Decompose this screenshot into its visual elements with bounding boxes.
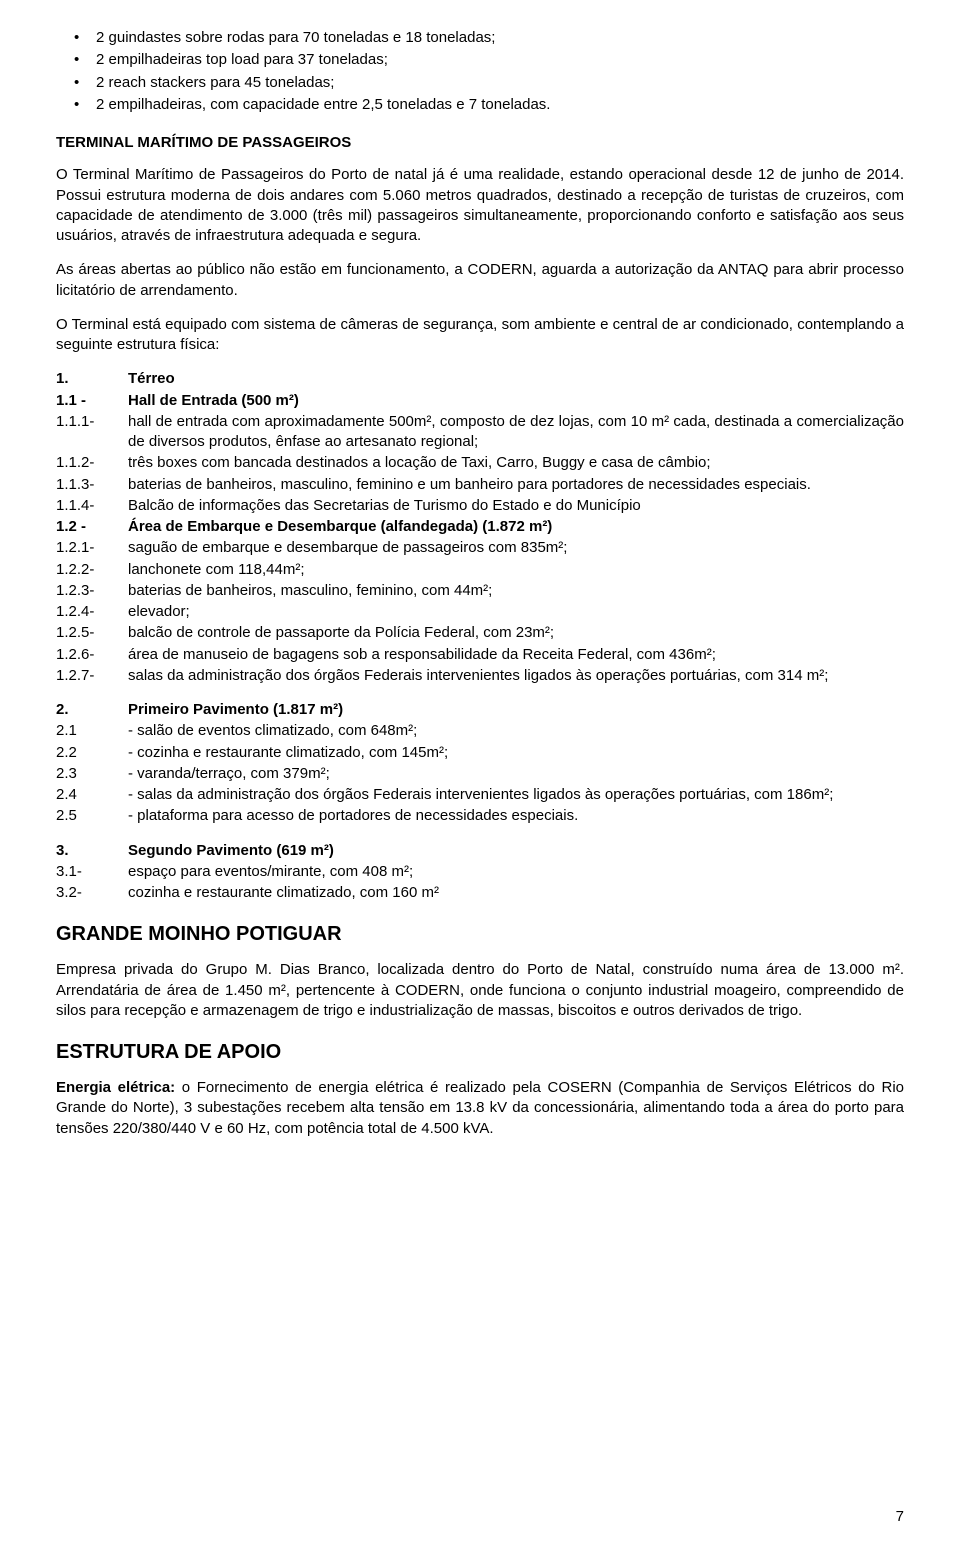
- line-text: três boxes com bancada destinados a loca…: [128, 453, 904, 473]
- line-text: espaço para eventos/mirante, com 408 m²;: [128, 862, 904, 882]
- line-number: 1.2.4-: [56, 602, 128, 622]
- line-number: 1.1.2-: [56, 453, 128, 473]
- numbered-line: 1.2.1-saguão de embarque e desembarque d…: [56, 538, 904, 558]
- line-number: 1.1.3-: [56, 475, 128, 495]
- paragraph: O Terminal Marítimo de Passageiros do Po…: [56, 165, 904, 246]
- line-number: 3.1-: [56, 862, 128, 882]
- line-number: 1.: [56, 369, 128, 389]
- line-text: Segundo Pavimento (619 m²): [128, 841, 904, 861]
- bullet-item: 2 empilhadeiras top load para 37 tonelad…: [56, 50, 904, 70]
- numbered-line: 1.2.5-balcão de controle de passaporte d…: [56, 623, 904, 643]
- page-number: 7: [896, 1507, 904, 1527]
- line-text: Hall de Entrada (500 m²): [128, 391, 904, 411]
- line-number: 3.2-: [56, 883, 128, 903]
- bullet-item: 2 guindastes sobre rodas para 70 tonelad…: [56, 28, 904, 48]
- line-text: elevador;: [128, 602, 904, 622]
- line-number: 1.1 -: [56, 391, 128, 411]
- paragraph-energia: Energia elétrica: o Fornecimento de ener…: [56, 1078, 904, 1139]
- numbered-line: 1.2.2-lanchonete com 118,44m²;: [56, 560, 904, 580]
- energia-text: o Fornecimento de energia elétrica é rea…: [56, 1079, 904, 1137]
- line-text: baterias de banheiros, masculino, femini…: [128, 475, 904, 495]
- section-2-primeiro: 2.Primeiro Pavimento (1.817 m²)2.1- salã…: [56, 700, 904, 827]
- line-number: 2.5: [56, 806, 128, 826]
- paragraph: Empresa privada do Grupo M. Dias Branco,…: [56, 960, 904, 1021]
- line-number: 1.2.1-: [56, 538, 128, 558]
- energia-label: Energia elétrica:: [56, 1079, 175, 1096]
- line-number: 1.2.2-: [56, 560, 128, 580]
- line-number: 1.1.1-: [56, 412, 128, 453]
- numbered-line: 1.1.4-Balcão de informações das Secretar…: [56, 496, 904, 516]
- line-text: cozinha e restaurante climatizado, com 1…: [128, 883, 904, 903]
- numbered-line: 1.1.2-três boxes com bancada destinados …: [56, 453, 904, 473]
- line-number: 2.4: [56, 785, 128, 805]
- numbered-line: 3.2-cozinha e restaurante climatizado, c…: [56, 883, 904, 903]
- line-text: Balcão de informações das Secretarias de…: [128, 496, 904, 516]
- line-text: hall de entrada com aproximadamente 500m…: [128, 412, 904, 453]
- paragraph: As áreas abertas ao público não estão em…: [56, 260, 904, 301]
- section-heading-moinho: GRANDE MOINHO POTIGUAR: [56, 921, 904, 948]
- line-number: 1.1.4-: [56, 496, 128, 516]
- numbered-line: 1.2.6-área de manuseio de bagagens sob a…: [56, 645, 904, 665]
- line-text: - salão de eventos climatizado, com 648m…: [128, 721, 904, 741]
- line-text: Área de Embarque e Desembarque (alfandeg…: [128, 517, 904, 537]
- line-text: lanchonete com 118,44m²;: [128, 560, 904, 580]
- line-number: 2.2: [56, 743, 128, 763]
- section-heading-terminal: TERMINAL MARÍTIMO DE PASSAGEIROS: [56, 133, 904, 153]
- line-text: área de manuseio de bagagens sob a respo…: [128, 645, 904, 665]
- line-text: Térreo: [128, 369, 904, 389]
- numbered-line: 1.2.7-salas da administração dos órgãos …: [56, 666, 904, 686]
- numbered-line: 3.Segundo Pavimento (619 m²): [56, 841, 904, 861]
- line-text: - varanda/terraço, com 379m²;: [128, 764, 904, 784]
- section-1-terreo: 1.Térreo1.1 -Hall de Entrada (500 m²)1.1…: [56, 369, 904, 686]
- numbered-line: 1.1.1-hall de entrada com aproximadament…: [56, 412, 904, 453]
- line-text: saguão de embarque e desembarque de pass…: [128, 538, 904, 558]
- numbered-line: 2.1- salão de eventos climatizado, com 6…: [56, 721, 904, 741]
- numbered-line: 1.2.4-elevador;: [56, 602, 904, 622]
- line-text: - cozinha e restaurante climatizado, com…: [128, 743, 904, 763]
- numbered-line: 2.2- cozinha e restaurante climatizado, …: [56, 743, 904, 763]
- numbered-line: 2.Primeiro Pavimento (1.817 m²): [56, 700, 904, 720]
- line-text: - salas da administração dos órgãos Fede…: [128, 785, 904, 805]
- line-text: Primeiro Pavimento (1.817 m²): [128, 700, 904, 720]
- numbered-line: 3.1-espaço para eventos/mirante, com 408…: [56, 862, 904, 882]
- numbered-line: 2.5- plataforma para acesso de portadore…: [56, 806, 904, 826]
- line-text: balcão de controle de passaporte da Polí…: [128, 623, 904, 643]
- line-number: 3.: [56, 841, 128, 861]
- numbered-line: 1.1 -Hall de Entrada (500 m²): [56, 391, 904, 411]
- line-number: 2.1: [56, 721, 128, 741]
- bullet-item: 2 empilhadeiras, com capacidade entre 2,…: [56, 95, 904, 115]
- section-3-segundo: 3.Segundo Pavimento (619 m²)3.1-espaço p…: [56, 841, 904, 904]
- numbered-line: 1.2.3-baterias de banheiros, masculino, …: [56, 581, 904, 601]
- numbered-line: 1.Térreo: [56, 369, 904, 389]
- line-number: 1.2.7-: [56, 666, 128, 686]
- numbered-line: 1.1.3-baterias de banheiros, masculino, …: [56, 475, 904, 495]
- line-number: 1.2.5-: [56, 623, 128, 643]
- bullet-item: 2 reach stackers para 45 toneladas;: [56, 73, 904, 93]
- line-number: 2.3: [56, 764, 128, 784]
- numbered-line: 1.2 -Área de Embarque e Desembarque (alf…: [56, 517, 904, 537]
- line-number: 1.2.3-: [56, 581, 128, 601]
- section-heading-estrutura: ESTRUTURA DE APOIO: [56, 1039, 904, 1066]
- line-text: salas da administração dos órgãos Federa…: [128, 666, 904, 686]
- numbered-line: 2.3- varanda/terraço, com 379m²;: [56, 764, 904, 784]
- paragraph: O Terminal está equipado com sistema de …: [56, 315, 904, 356]
- line-number: 1.2.6-: [56, 645, 128, 665]
- line-number: 2.: [56, 700, 128, 720]
- line-text: baterias de banheiros, masculino, femini…: [128, 581, 904, 601]
- line-number: 1.2 -: [56, 517, 128, 537]
- line-text: - plataforma para acesso de portadores d…: [128, 806, 904, 826]
- bullet-list: 2 guindastes sobre rodas para 70 tonelad…: [56, 28, 904, 115]
- numbered-line: 2.4- salas da administração dos órgãos F…: [56, 785, 904, 805]
